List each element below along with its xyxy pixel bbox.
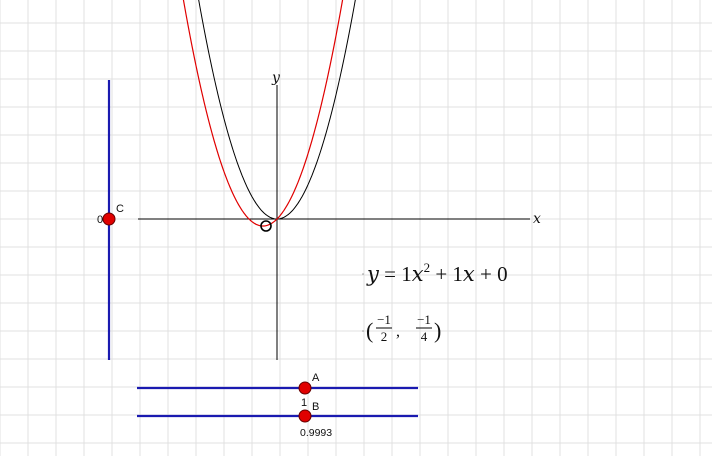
- slider-b-name: B: [312, 401, 319, 413]
- parabola-red[interactable]: [182, 0, 344, 227]
- coef-a: 1: [401, 262, 412, 286]
- vertex-y-numerator: −1: [417, 312, 431, 327]
- slider-c-value: 0: [97, 214, 103, 226]
- coordinate-axes: x y: [138, 70, 541, 360]
- exponent-2: 2: [424, 260, 431, 275]
- slider-c-name: C: [116, 203, 124, 215]
- slider-a-handle[interactable]: [298, 381, 312, 395]
- svg-text:): ): [434, 318, 441, 343]
- y-axis-label: y: [271, 70, 281, 86]
- var-x1: x: [463, 262, 475, 286]
- slider-c-handle[interactable]: [102, 212, 116, 226]
- vertex-marker-icon[interactable]: [260, 220, 272, 232]
- vertex-coordinates[interactable]: ( −1 2 , −1 4 ): [362, 312, 441, 344]
- plus-1: +: [430, 262, 452, 286]
- plus-2: +: [475, 262, 497, 286]
- vertex-y-denominator: 4: [421, 329, 428, 344]
- slider-a-value: 1: [301, 397, 307, 409]
- svg-text:(: (: [366, 318, 373, 343]
- var-x2: x: [412, 262, 424, 286]
- coef-c: 0: [497, 262, 508, 286]
- slider-b[interactable]: B 0.9993: [137, 401, 418, 439]
- vertex-x-denominator: 2: [381, 329, 388, 344]
- svg-text:,: ,: [396, 323, 400, 340]
- svg-text:y = 1x2 + 1x + 0: y = 1x2 + 1x + 0: [366, 260, 508, 286]
- slider-a[interactable]: A 1: [137, 372, 418, 409]
- slider-c[interactable]: 0 C: [97, 80, 124, 360]
- slider-b-value: 0.9993: [300, 427, 332, 439]
- slider-b-handle[interactable]: [298, 409, 312, 423]
- vertex-x-numerator: −1: [377, 312, 391, 327]
- equation-label[interactable]: y = 1x2 + 1x + 0: [362, 260, 508, 286]
- x-axis-label: x: [533, 211, 541, 227]
- slider-a-name: A: [312, 372, 320, 384]
- equation-eq: =: [379, 262, 401, 286]
- equation-y: y: [366, 262, 380, 286]
- coef-b: 1: [452, 262, 463, 286]
